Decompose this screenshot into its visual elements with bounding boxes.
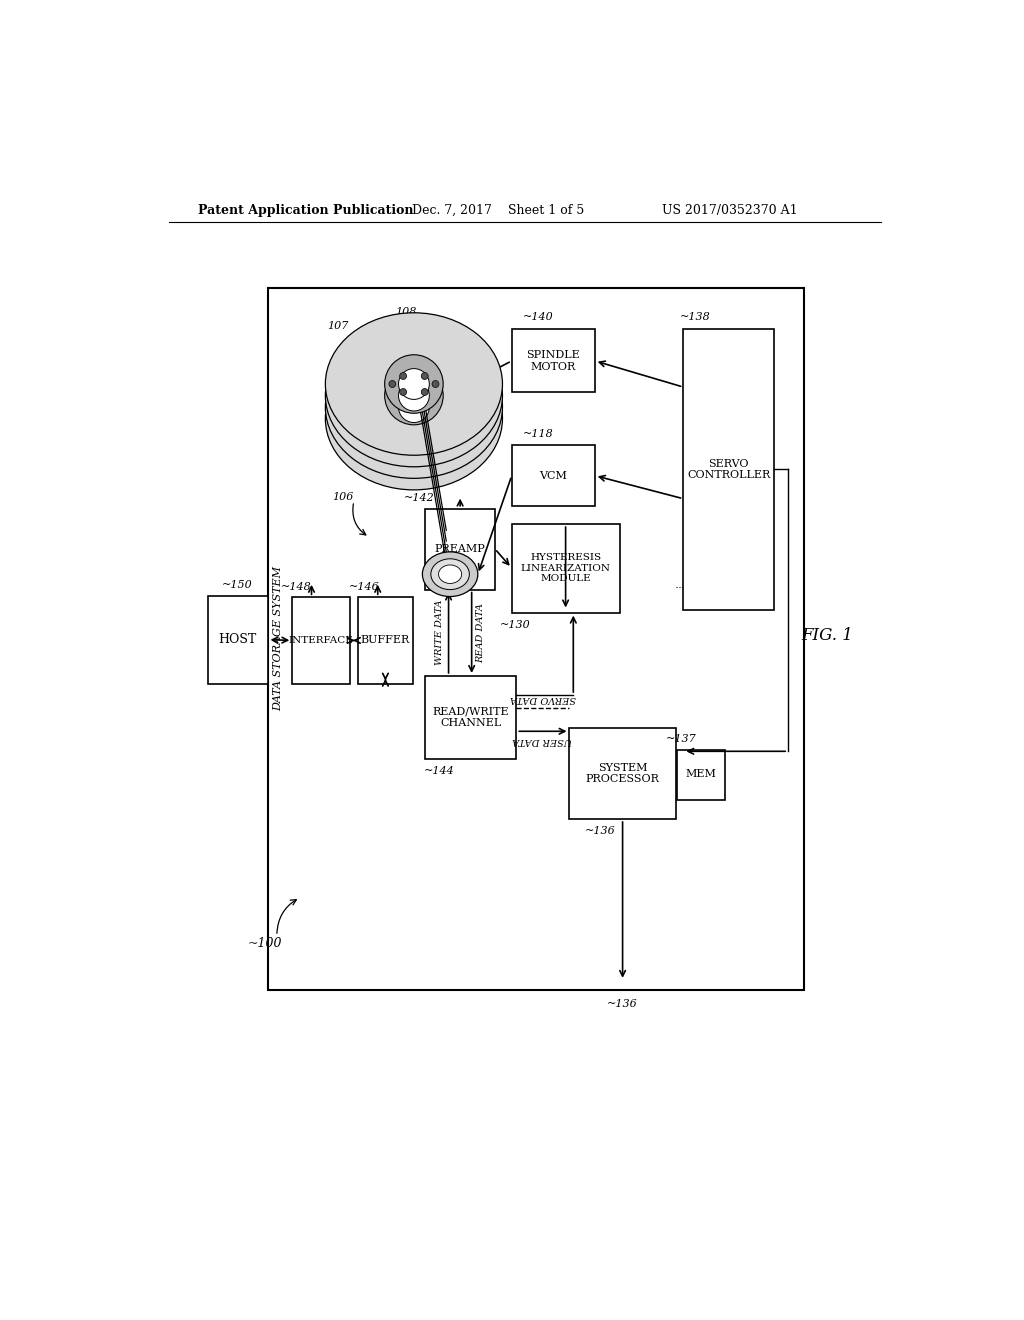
Text: DATA STORAGE SYSTEM: DATA STORAGE SYSTEM: [273, 566, 284, 711]
Text: ~146: ~146: [348, 582, 379, 591]
Text: READ/WRITE
CHANNEL: READ/WRITE CHANNEL: [432, 706, 509, 729]
Text: SERVO DATA: SERVO DATA: [510, 694, 575, 704]
Bar: [357, 597, 413, 684]
Circle shape: [421, 388, 428, 396]
Text: Sheet 1 of 5: Sheet 1 of 5: [508, 205, 584, 218]
Text: MEM: MEM: [686, 770, 717, 779]
Bar: [425, 676, 516, 759]
Text: ~150: ~150: [222, 579, 253, 590]
Ellipse shape: [326, 335, 503, 478]
Ellipse shape: [422, 552, 478, 597]
Circle shape: [421, 372, 428, 379]
Text: US 2017/0352370 A1: US 2017/0352370 A1: [662, 205, 798, 218]
Text: Patent Application Publication: Patent Application Publication: [199, 205, 414, 218]
Circle shape: [432, 380, 439, 388]
Bar: [267, 288, 804, 990]
Circle shape: [399, 372, 407, 379]
Text: 110: 110: [444, 392, 466, 403]
Circle shape: [385, 367, 443, 425]
Bar: [512, 330, 595, 392]
Text: HOST: HOST: [218, 634, 257, 647]
Text: ~144: ~144: [424, 767, 455, 776]
Text: WRITE DATA: WRITE DATA: [435, 601, 443, 665]
Text: ~142: ~142: [403, 492, 434, 503]
Text: SERVO
CONTROLLER: SERVO CONTROLLER: [687, 458, 770, 480]
Text: 111: 111: [417, 326, 438, 337]
Circle shape: [389, 380, 396, 388]
Text: ~148: ~148: [281, 582, 311, 591]
Bar: [569, 729, 676, 818]
Circle shape: [399, 388, 407, 396]
Text: 116: 116: [437, 569, 459, 579]
Text: USER DATA: USER DATA: [513, 737, 572, 744]
Text: ~118: ~118: [523, 429, 554, 440]
Text: ~100: ~100: [248, 937, 283, 950]
Text: Dec. 7, 2017: Dec. 7, 2017: [412, 205, 492, 218]
Ellipse shape: [326, 313, 503, 455]
Circle shape: [385, 389, 443, 447]
Bar: [677, 750, 725, 800]
Text: ~138: ~138: [680, 312, 711, 322]
Text: SPINDLE
MOTOR: SPINDLE MOTOR: [526, 350, 581, 372]
Bar: [208, 595, 267, 684]
Bar: [512, 445, 595, 507]
Circle shape: [398, 404, 429, 434]
Bar: [683, 330, 774, 610]
Bar: [512, 524, 620, 612]
Text: ~136: ~136: [607, 999, 638, 1008]
Ellipse shape: [326, 325, 503, 467]
Text: 106: 106: [333, 492, 353, 502]
Text: VCM: VCM: [540, 471, 567, 480]
Text: 107: 107: [327, 321, 348, 331]
Text: READ DATA: READ DATA: [476, 603, 485, 663]
Text: FIG. 1: FIG. 1: [802, 627, 853, 644]
Circle shape: [385, 378, 443, 437]
Ellipse shape: [438, 565, 462, 583]
Text: PREAMP: PREAMP: [435, 544, 485, 554]
Circle shape: [398, 380, 429, 411]
Bar: [425, 508, 495, 590]
Ellipse shape: [326, 347, 503, 490]
Text: 108: 108: [395, 308, 417, 317]
Circle shape: [398, 392, 429, 422]
Circle shape: [385, 355, 443, 413]
Text: ~136: ~136: [585, 826, 615, 837]
Text: INTERFACE: INTERFACE: [289, 636, 353, 645]
Bar: [292, 597, 350, 684]
Text: BUFFER: BUFFER: [360, 635, 410, 645]
Text: SYSTEM
PROCESSOR: SYSTEM PROCESSOR: [586, 763, 659, 784]
Ellipse shape: [431, 558, 469, 590]
Circle shape: [398, 368, 429, 400]
Text: ~130: ~130: [500, 620, 530, 630]
Text: ~140: ~140: [523, 312, 554, 322]
Text: ~137: ~137: [666, 734, 696, 744]
Text: HYSTERESIS
LINEARIZATION
MODULE: HYSTERESIS LINEARIZATION MODULE: [520, 553, 610, 583]
